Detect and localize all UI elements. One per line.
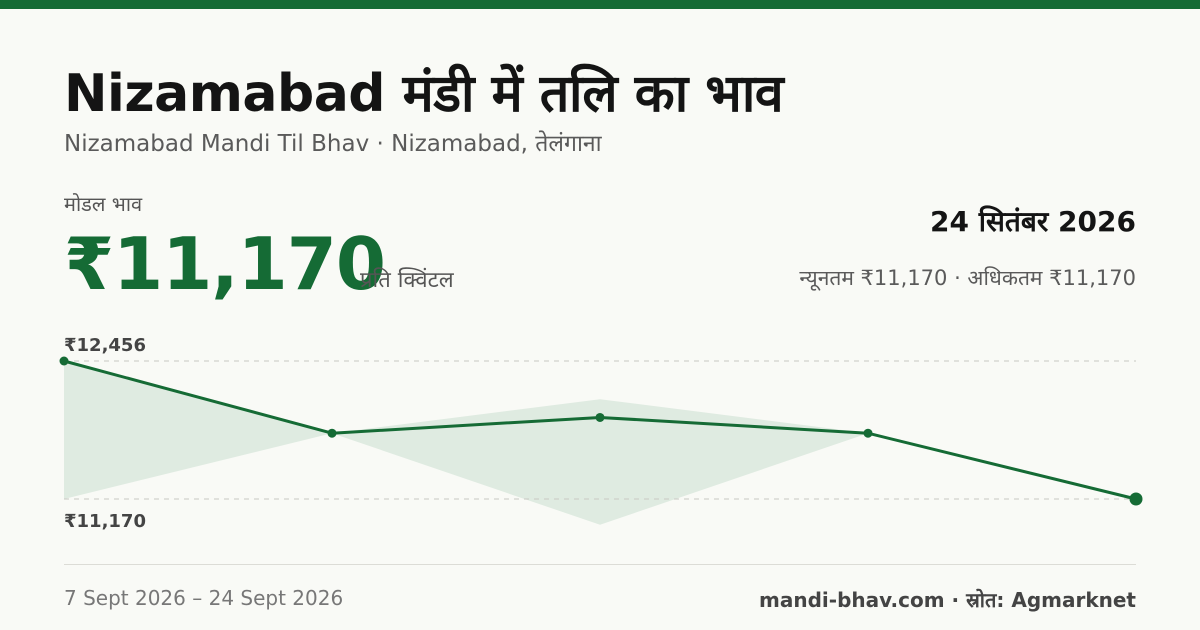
min-max-band: [64, 361, 1136, 525]
data-point-2: [595, 412, 605, 422]
page-subtitle: Nizamabad Mandi Til Bhav · Nizamabad, ते…: [64, 131, 602, 157]
page-title: Nizamabad मंडी में तलि का भाव: [64, 64, 784, 124]
modal-price-label: मोडल भाव: [64, 192, 143, 216]
modal-price-value: ₹11,170: [64, 222, 386, 306]
data-point-0: [59, 356, 69, 366]
y-ref-label-0: ₹12,456: [64, 335, 146, 356]
data-point-1: [327, 428, 337, 438]
price-unit: प्रति क्विंटल: [360, 268, 454, 293]
top-accent-bar: [0, 0, 1200, 9]
data-point-4: [1129, 492, 1143, 506]
y-ref-label-1: ₹11,170: [64, 511, 146, 532]
footer-date-range: 7 Sept 2026 – 24 Sept 2026: [64, 586, 344, 610]
data-point-3: [863, 428, 873, 438]
price-trend-chart: ₹12,456 ₹11,170: [0, 320, 1200, 550]
footer-divider: [64, 564, 1136, 565]
price-date: 24 सितंबर 2026: [930, 205, 1136, 238]
price-trend-svg: ₹12,456 ₹11,170: [59, 335, 1143, 532]
footer-source: mandi-bhav.com · स्रोत: Agmarknet: [759, 588, 1136, 612]
price-range: न्यूनतम ₹11,170 · अधिकतम ₹11,170: [799, 266, 1136, 290]
